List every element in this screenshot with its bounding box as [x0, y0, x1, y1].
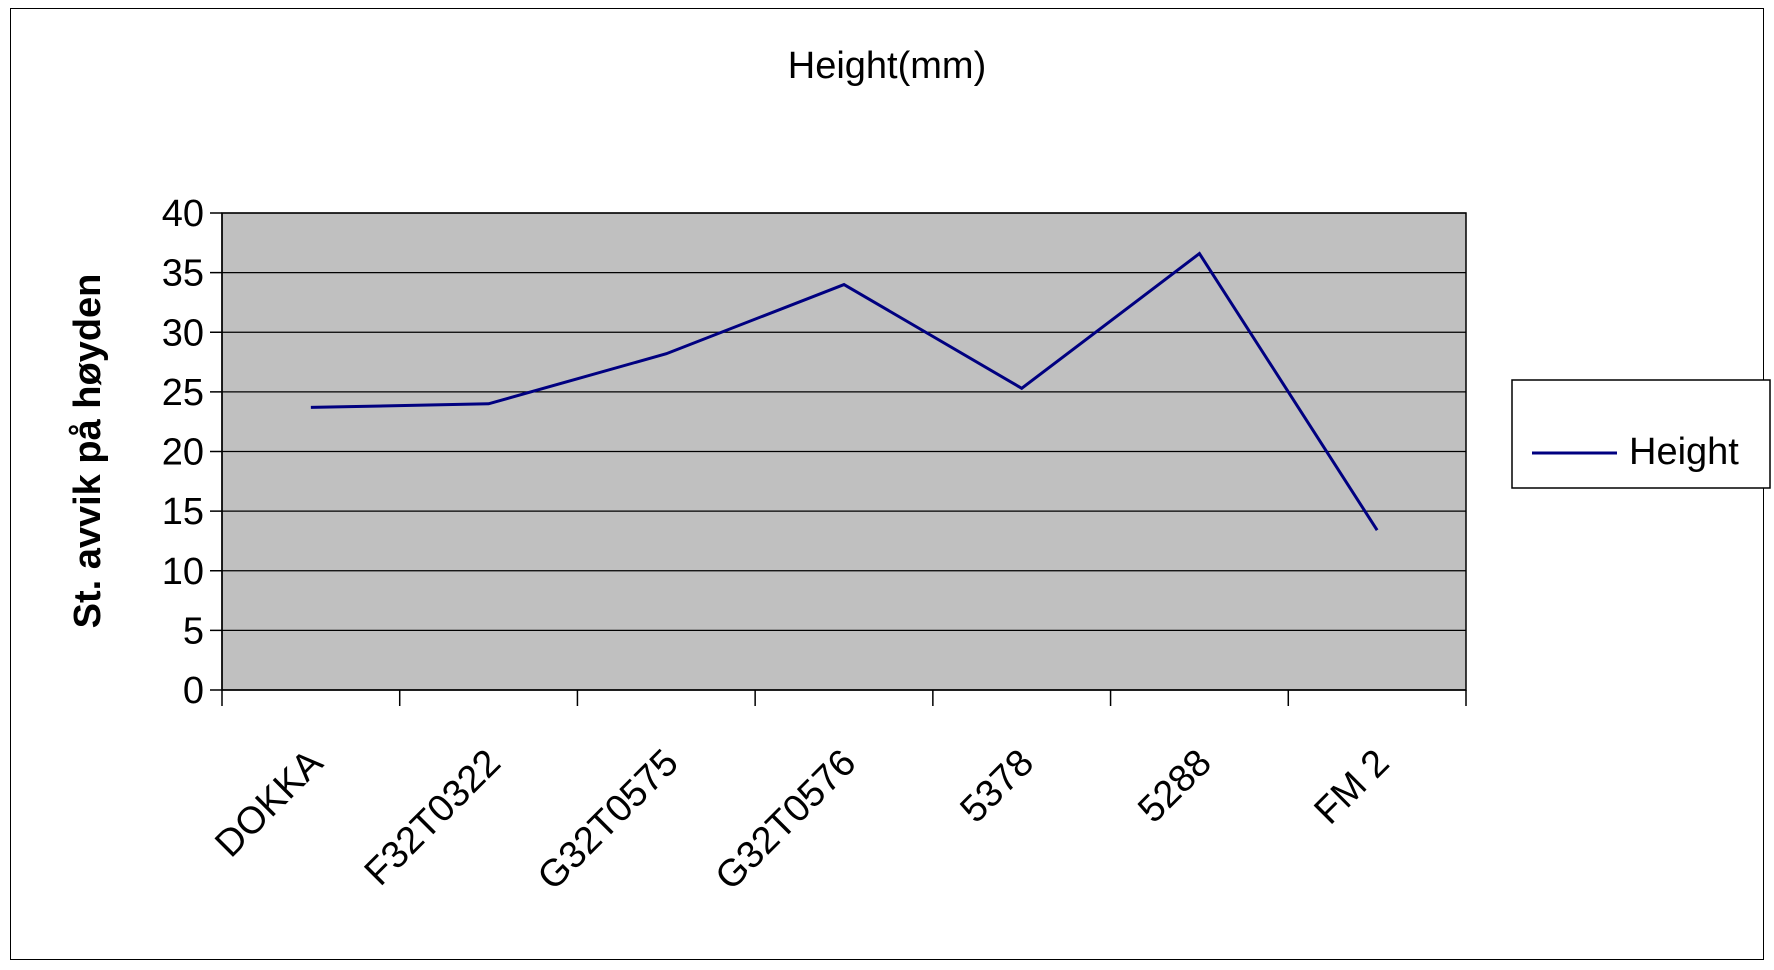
x-tick-label: G32T0576	[708, 742, 865, 899]
x-tick-label: G32T0575	[530, 742, 687, 899]
y-tick-label: 15	[162, 491, 204, 533]
x-axis-ticks: DOKKA F32T0322 G32T0575 G32T0576 5378 5288 FM …	[207, 690, 1467, 899]
x-tick-label: DOKKA	[207, 741, 331, 865]
series-layer	[310, 251, 1379, 532]
y-tick-label: 5	[183, 610, 204, 652]
y-axis-ticks: 0 5 10 15 20 25 30 35 40	[162, 193, 222, 712]
y-tick-label: 20	[162, 432, 204, 474]
gridlines	[222, 212, 1466, 632]
y-tick-label: 30	[162, 312, 204, 354]
legend-box	[1511, 379, 1771, 489]
x-tick-label: FM 2	[1307, 742, 1398, 833]
y-axis-label: St. avvik på høyden	[67, 274, 109, 629]
x-tick-label: F32T0322	[357, 742, 509, 894]
legend-label: Height	[1629, 431, 1739, 473]
y-tick-label: 40	[162, 193, 204, 235]
x-tick-label: 5288	[1130, 742, 1219, 831]
legend: Height	[1511, 379, 1771, 489]
y-tick-label: 25	[162, 372, 204, 414]
y-tick-label: 35	[162, 253, 204, 295]
y-tick-label: 0	[183, 670, 204, 712]
x-tick-label: 5378	[953, 742, 1042, 831]
chart-title: Height(mm)	[788, 45, 986, 87]
y-tick-label: 10	[162, 551, 204, 593]
